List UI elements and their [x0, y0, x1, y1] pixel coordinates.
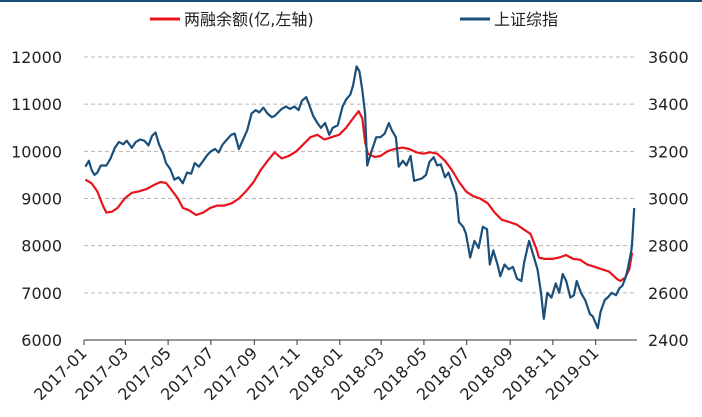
left-tick-label: 8000 — [21, 237, 62, 256]
gridlines — [84, 56, 637, 294]
right-tick-label: 2800 — [648, 237, 689, 256]
left-tick-label: 10000 — [11, 142, 62, 161]
left-tick-label: 6000 — [21, 331, 62, 350]
right-tick-label: 3400 — [648, 95, 689, 114]
legend-label-margin-balance: 两融余额(亿,左轴) — [184, 10, 314, 29]
right-tick-label: 2400 — [648, 331, 689, 350]
left-tick-label: 12000 — [11, 48, 62, 67]
series-line-shanghai-composite — [84, 65, 636, 330]
x-axis-ticks: 2017-012017-032017-052017-072017-092017-… — [30, 340, 602, 404]
right-tick-label: 3200 — [648, 142, 689, 161]
left-axis-ticks: 6000 7000 8000 9000 10000 11000 12000 — [11, 48, 62, 350]
left-tick-label: 11000 — [11, 95, 62, 114]
legend-label-shanghai-composite: 上证综指 — [494, 10, 558, 29]
right-axis-ticks: 2400 2600 2800 3000 3200 3400 3600 — [648, 48, 689, 350]
left-tick-label: 7000 — [21, 284, 62, 303]
right-tick-label: 2600 — [648, 284, 689, 303]
right-tick-label: 3000 — [648, 190, 689, 209]
legend: 两融余额(亿,左轴) 上证综指 — [150, 10, 558, 29]
series-line-margin-balance — [84, 110, 634, 283]
left-tick-label: 9000 — [21, 190, 62, 209]
right-tick-label: 3600 — [648, 48, 689, 67]
